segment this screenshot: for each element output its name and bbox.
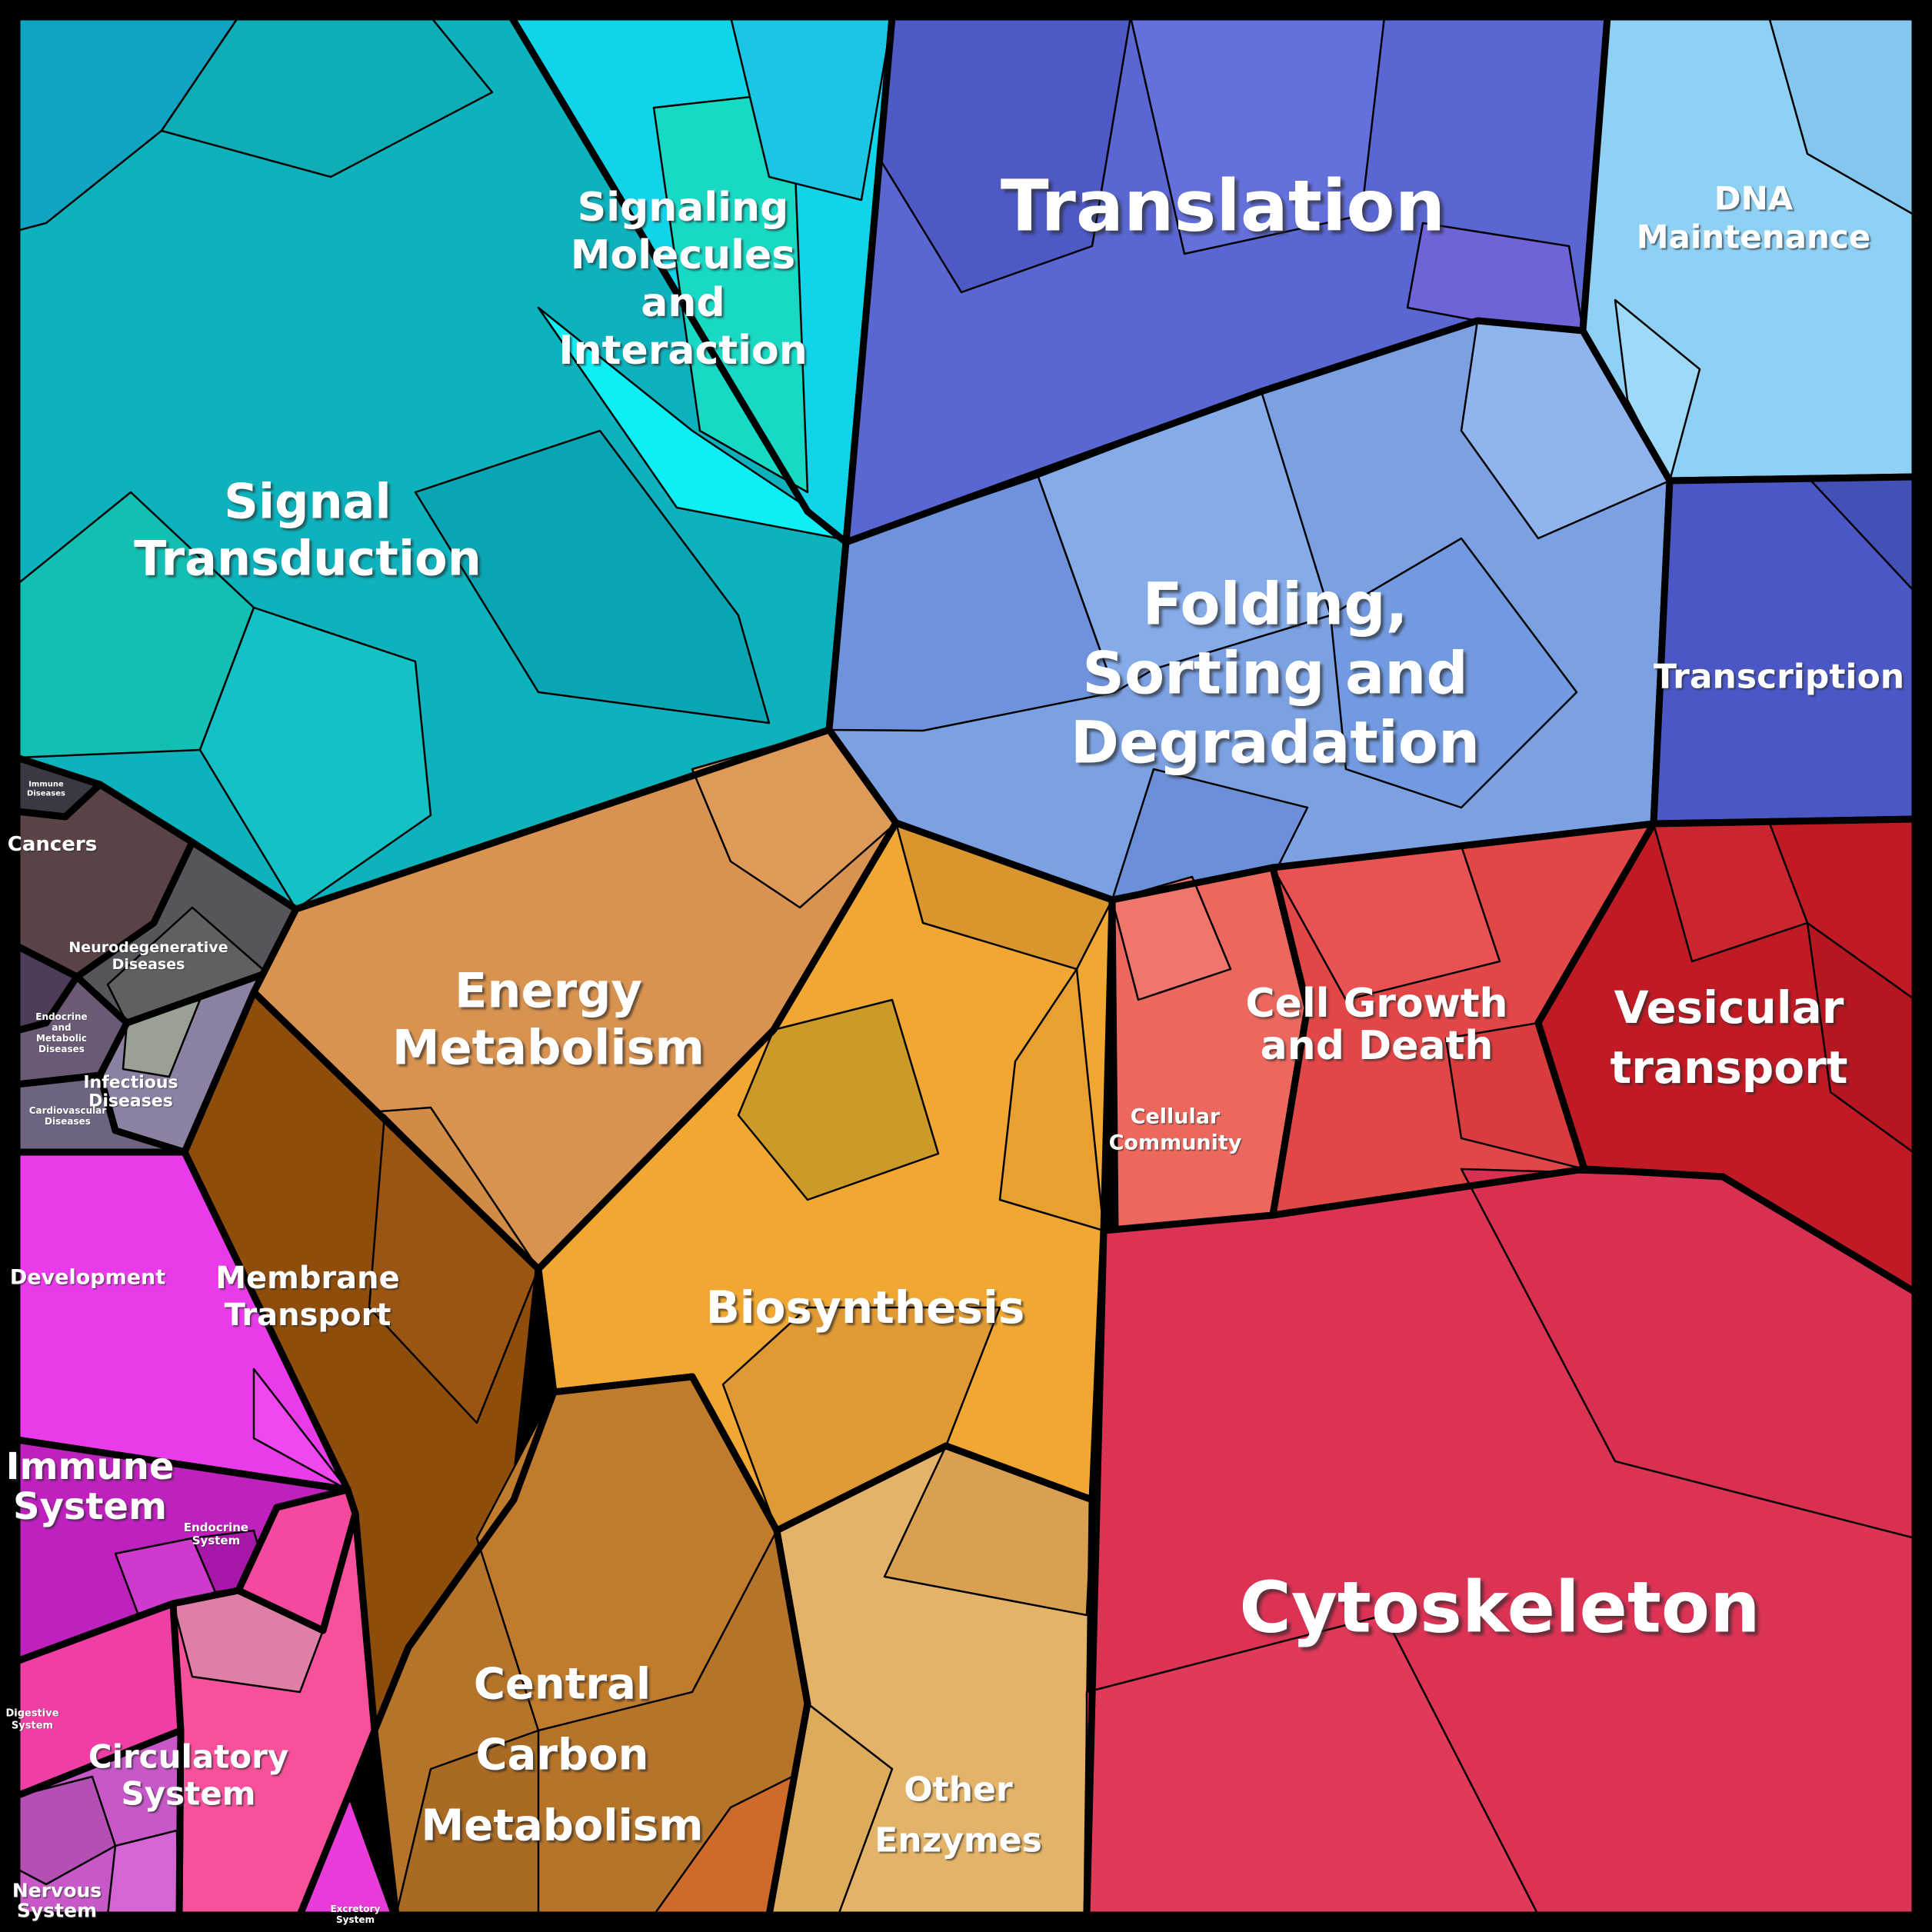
region-cellular-community xyxy=(1108,864,1311,1234)
region-biosynthesis xyxy=(535,819,1116,1534)
region-cytoskeleton xyxy=(1083,1165,1919,1919)
region-transcription xyxy=(1650,473,1919,828)
region-dna-maintenance xyxy=(1579,13,1919,485)
region-other-enzymes xyxy=(765,1442,1096,1919)
region-nervous-system xyxy=(13,1727,185,1919)
